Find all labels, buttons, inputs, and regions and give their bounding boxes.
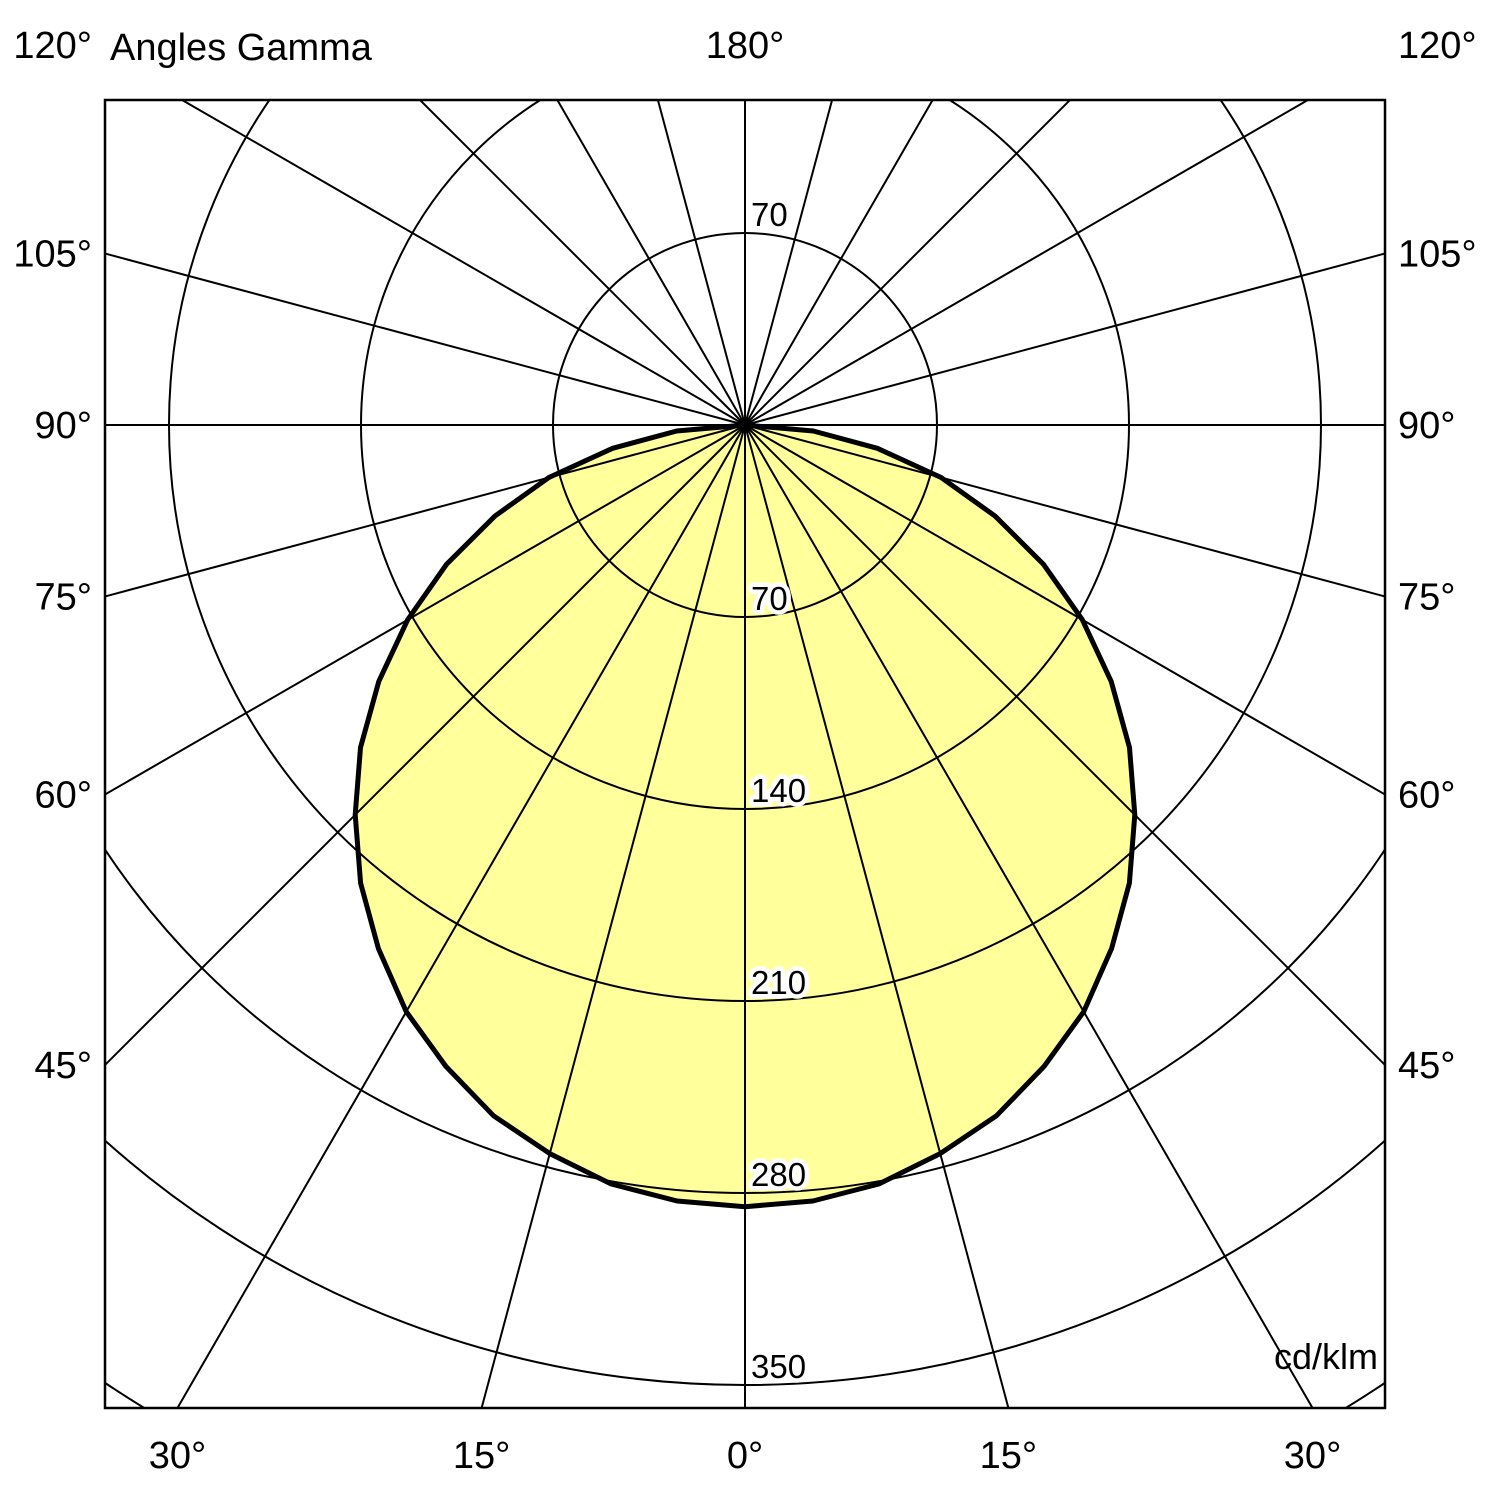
gamma-label-left: 90° (35, 405, 92, 447)
gamma-label-bottom: 15° (453, 1435, 510, 1477)
gamma-label-right: 60° (1398, 775, 1455, 817)
grid-radial-line (105, 252, 746, 426)
grid-radial-line (744, 100, 1072, 426)
radial-tick-label: 280 (751, 1156, 806, 1193)
radial-tick-label: 140 (751, 772, 806, 809)
gamma-label-left: 60° (35, 775, 92, 817)
gamma-label-right: 105° (1398, 234, 1477, 276)
gamma-label-left: 105° (13, 234, 92, 276)
grid-radial-line (656, 100, 746, 426)
grid-radial-line (744, 424, 1385, 1067)
grid-radial-line (744, 424, 1010, 1408)
gamma-label-left: 75° (35, 576, 92, 618)
grid-radial-line (744, 100, 934, 426)
plot-border (103, 98, 1387, 1410)
gamma-label-top-left-corner: 120° (13, 25, 92, 67)
grid-radial-line (180, 100, 746, 426)
radial-tick-label: 70 (751, 196, 788, 233)
grid-radial-line (480, 424, 746, 1408)
gamma-label-left: 45° (35, 1045, 92, 1087)
grid-radial-line (105, 424, 746, 796)
grid-radial-line (744, 424, 1385, 796)
gamma-label-bottom: 15° (980, 1435, 1037, 1477)
gamma-label-top-right-corner: 120° (1398, 25, 1477, 67)
grid-radial-line (744, 252, 1385, 426)
grid-radial-line (105, 424, 746, 598)
radial-tick-label: 350 (751, 1348, 806, 1385)
gamma-label-right: 75° (1398, 576, 1455, 618)
grid-radial-line (744, 100, 1310, 426)
grid-radial-line (418, 100, 746, 426)
radial-tick-label: 70 (751, 580, 788, 617)
grid-radial-line (105, 424, 746, 1067)
chart-title: Angles Gamma (110, 27, 372, 69)
gamma-label-bottom: 30° (1284, 1435, 1341, 1477)
gamma-label-180: 180° (706, 25, 785, 67)
gamma-label-right: 45° (1398, 1045, 1455, 1087)
unit-label: cd/klm (1273, 1336, 1378, 1377)
gamma-label-bottom: 0° (727, 1435, 763, 1477)
intensity-lobe-outline (352, 422, 1138, 1210)
grid-radial-line (556, 100, 746, 426)
radial-tick-label: 210 (751, 964, 806, 1001)
gamma-label-bottom: 30° (149, 1435, 206, 1477)
grid-radial-line (744, 424, 1314, 1408)
grid-radial-line (744, 424, 1385, 598)
grid-radial-line (176, 424, 746, 1408)
grid-radial-line (744, 100, 834, 426)
gamma-label-right: 90° (1398, 405, 1455, 447)
